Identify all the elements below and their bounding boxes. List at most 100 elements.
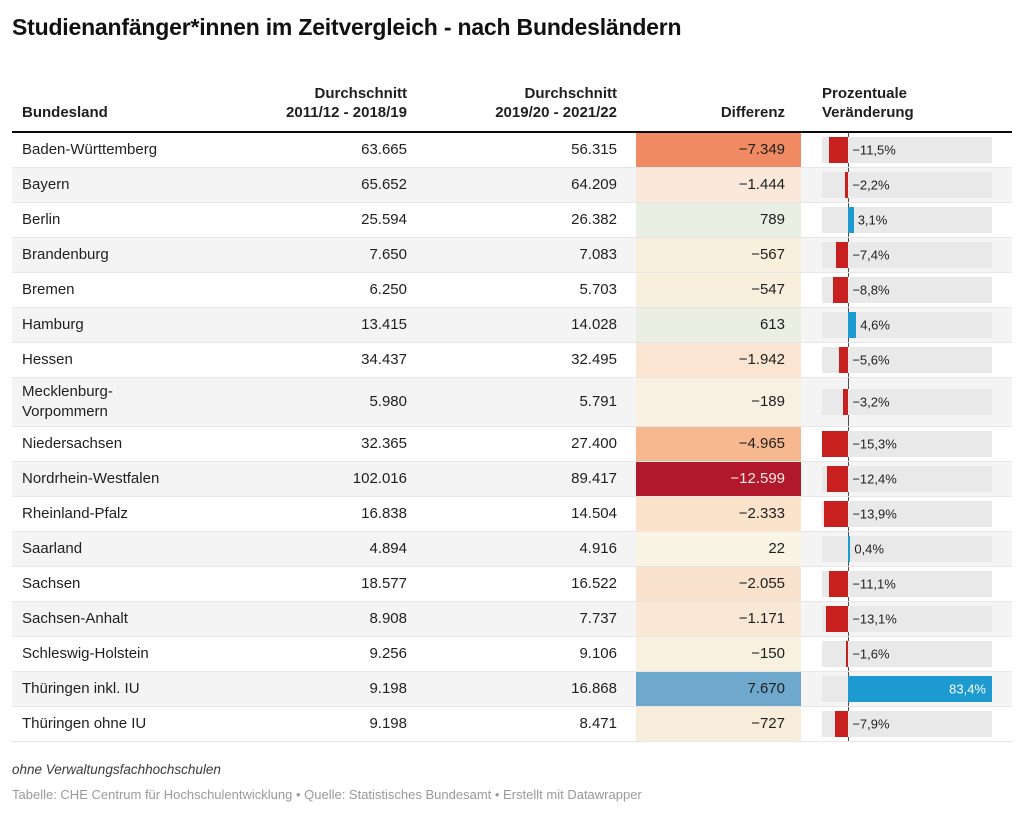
bar-track-background bbox=[822, 466, 992, 492]
table-row: Brandenburg 7.650 7.083 −567 −7,4% bbox=[12, 238, 1012, 273]
avg-2019-2021-cell: 64.209 bbox=[407, 168, 636, 203]
prozent-bar-cell: −15,3% bbox=[801, 427, 1012, 462]
avg-2019-2021-cell: 56.315 bbox=[407, 133, 636, 168]
bar-track: 83,4% bbox=[822, 676, 992, 702]
differenz-heatmap-cell: −567 bbox=[636, 238, 801, 273]
avg-2019-2021-cell: 14.028 bbox=[407, 308, 636, 343]
percentage-label: 0,4% bbox=[854, 541, 884, 557]
column-header-bundesland: Bundesland bbox=[12, 42, 234, 133]
bundesland-cell: Sachsen-Anhalt bbox=[12, 602, 234, 637]
prozent-bar-cell: 0,4% bbox=[801, 532, 1012, 567]
table-row: Sachsen-Anhalt 8.908 7.737 −1.171 −13,1% bbox=[12, 602, 1012, 637]
prozent-bar-cell: −5,6% bbox=[801, 343, 1012, 378]
negative-change-bar bbox=[844, 172, 849, 198]
percentage-label: −1,6% bbox=[852, 646, 890, 662]
table-row: Niedersachsen 32.365 27.400 −4.965 −15,3% bbox=[12, 427, 1012, 462]
prozent-bar-cell: −13,9% bbox=[801, 497, 1012, 532]
bar-track-background bbox=[822, 242, 992, 268]
prozent-bar-cell: 83,4% bbox=[801, 672, 1012, 707]
differenz-heatmap-cell: −12.599 bbox=[636, 462, 801, 497]
table-row: Hamburg 13.415 14.028 613 4,6% bbox=[12, 308, 1012, 343]
bar-track-background bbox=[822, 347, 992, 373]
positive-change-bar bbox=[848, 676, 992, 702]
avg-2011-2018-cell: 9.256 bbox=[234, 637, 407, 672]
differenz-heatmap-cell: −727 bbox=[636, 707, 801, 742]
prozent-bar-cell: 3,1% bbox=[801, 203, 1012, 238]
bundeslaender-table: Bundesland Durchschnitt 2011/12 - 2018/1… bbox=[12, 42, 1012, 742]
bar-track: −7,4% bbox=[822, 242, 992, 268]
percentage-label: −13,1% bbox=[852, 611, 897, 627]
header-label-line2: Veränderung bbox=[822, 104, 914, 121]
differenz-heatmap-cell: −7.349 bbox=[636, 133, 801, 168]
avg-2011-2018-cell: 4.894 bbox=[234, 532, 407, 567]
differenz-heatmap-cell: −2.333 bbox=[636, 497, 801, 532]
bar-track: −15,3% bbox=[822, 431, 992, 457]
table-row: Bremen 6.250 5.703 −547 −8,8% bbox=[12, 273, 1012, 308]
bundesland-cell: Rheinland-Pfalz bbox=[12, 497, 234, 532]
avg-2011-2018-cell: 9.198 bbox=[234, 672, 407, 707]
negative-change-bar bbox=[842, 389, 849, 415]
percentage-label: −15,3% bbox=[852, 436, 897, 452]
differenz-heatmap-cell: −2.055 bbox=[636, 567, 801, 602]
avg-2011-2018-cell: 18.577 bbox=[234, 567, 407, 602]
bar-track-background bbox=[822, 137, 992, 163]
header-label: Bundesland bbox=[22, 104, 108, 121]
prozent-bar-cell: −12,4% bbox=[801, 462, 1012, 497]
avg-2019-2021-cell: 5.791 bbox=[407, 378, 636, 427]
bundesland-cell: Sachsen bbox=[12, 567, 234, 602]
bar-track-background bbox=[822, 641, 992, 667]
positive-change-bar bbox=[848, 207, 854, 233]
header-label-line2: 2019/20 - 2021/22 bbox=[495, 104, 617, 121]
table-row: Hessen 34.437 32.495 −1.942 −5,6% bbox=[12, 343, 1012, 378]
percentage-label: −7,4% bbox=[852, 247, 890, 263]
percentage-label: −11,5% bbox=[852, 142, 896, 158]
prozent-bar-cell: −8,8% bbox=[801, 273, 1012, 308]
bar-track: −12,4% bbox=[822, 466, 992, 492]
bundesland-cell: Hamburg bbox=[12, 308, 234, 343]
table-row: Schleswig-Holstein 9.256 9.106 −150 −1,6% bbox=[12, 637, 1012, 672]
column-header-differenz: Differenz bbox=[636, 42, 801, 133]
differenz-heatmap-cell: −1.942 bbox=[636, 343, 801, 378]
percentage-label: −5,6% bbox=[852, 352, 890, 368]
bundesland-cell: Brandenburg bbox=[12, 238, 234, 273]
avg-2011-2018-cell: 6.250 bbox=[234, 273, 407, 308]
bundesland-cell: Niedersachsen bbox=[12, 427, 234, 462]
bar-track-background bbox=[822, 277, 992, 303]
bundesland-cell: Baden-Württemberg bbox=[12, 133, 234, 168]
avg-2011-2018-cell: 63.665 bbox=[234, 133, 407, 168]
column-header-prozentuale-veraenderung: Prozentuale Veränderung bbox=[801, 42, 1012, 133]
table-row: Mecklenburg- Vorpommern 5.980 5.791 −189 −3,… bbox=[12, 378, 1012, 427]
table-header-row: Bundesland Durchschnitt 2011/12 - 2018/1… bbox=[12, 42, 1012, 133]
avg-2019-2021-cell: 16.522 bbox=[407, 567, 636, 602]
attribution: Tabelle: CHE Centrum für Hochschulentwic… bbox=[12, 787, 642, 802]
bar-track: −13,1% bbox=[822, 606, 992, 632]
table-row: Rheinland-Pfalz 16.838 14.504 −2.333 −13,9% bbox=[12, 497, 1012, 532]
percentage-label: 83,4% bbox=[949, 681, 986, 697]
bar-track: −5,6% bbox=[822, 347, 992, 373]
avg-2019-2021-cell: 26.382 bbox=[407, 203, 636, 238]
bar-track-background bbox=[822, 501, 992, 527]
negative-change-bar bbox=[838, 347, 849, 373]
prozent-bar-cell: −2,2% bbox=[801, 168, 1012, 203]
percentage-label: 3,1% bbox=[857, 212, 888, 228]
bundesland-cell: Bremen bbox=[12, 273, 234, 308]
differenz-heatmap-cell: −1.444 bbox=[636, 168, 801, 203]
avg-2011-2018-cell: 34.437 bbox=[234, 343, 407, 378]
negative-change-bar bbox=[825, 606, 849, 632]
table-row: Baden-Württemberg 63.665 56.315 −7.349 −11,5… bbox=[12, 133, 1012, 168]
avg-2019-2021-cell: 16.868 bbox=[407, 672, 636, 707]
prozent-bar-cell: 4,6% bbox=[801, 308, 1012, 343]
negative-change-bar bbox=[845, 641, 849, 667]
chart-footer: ohne Verwaltungsfachhochschulen Tabelle:… bbox=[12, 761, 1012, 819]
header-label-line1: Durchschnitt bbox=[524, 85, 617, 102]
header-label-line2: 2011/12 - 2018/19 bbox=[286, 104, 407, 121]
bundesland-cell: Berlin bbox=[12, 203, 234, 238]
table-row: Sachsen 18.577 16.522 −2.055 −11,1% bbox=[12, 567, 1012, 602]
bundesland-cell: Mecklenburg- Vorpommern bbox=[12, 378, 234, 427]
prozent-bar-cell: −3,2% bbox=[801, 378, 1012, 427]
avg-2019-2021-cell: 7.737 bbox=[407, 602, 636, 637]
differenz-heatmap-cell: −189 bbox=[636, 378, 801, 427]
prozent-bar-cell: −7,4% bbox=[801, 238, 1012, 273]
percentage-label: −3,2% bbox=[852, 394, 890, 410]
avg-2019-2021-cell: 5.703 bbox=[407, 273, 636, 308]
